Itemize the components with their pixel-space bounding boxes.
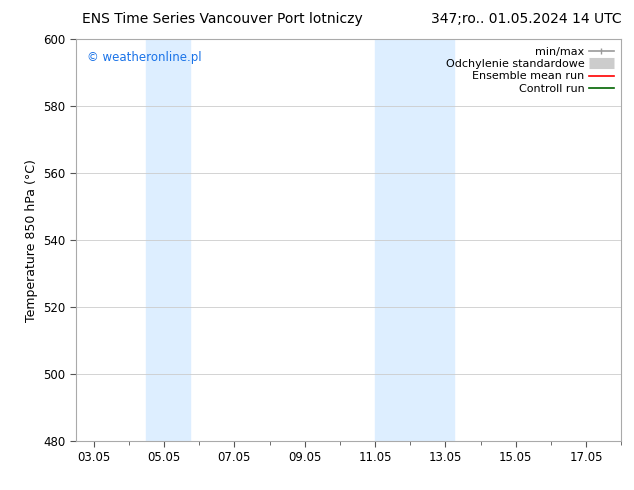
Text: © weatheronline.pl: © weatheronline.pl <box>87 51 202 64</box>
Legend: min/max, Odchylenie standardowe, Ensemble mean run, Controll run: min/max, Odchylenie standardowe, Ensembl… <box>444 45 616 96</box>
Bar <box>146 39 190 441</box>
Text: 347;ro.. 01.05.2024 14 UTC: 347;ro.. 01.05.2024 14 UTC <box>430 12 621 26</box>
Bar <box>375 39 454 441</box>
Text: ENS Time Series Vancouver Port lotniczy: ENS Time Series Vancouver Port lotniczy <box>82 12 363 26</box>
Y-axis label: Temperature 850 hPa (°C): Temperature 850 hPa (°C) <box>25 159 38 321</box>
